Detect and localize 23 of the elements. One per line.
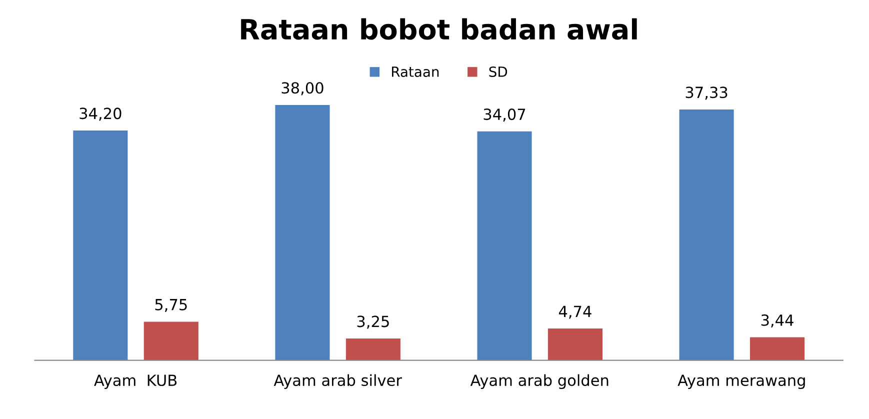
x-tick-label: Ayam merawang: [678, 374, 805, 390]
bar: [73, 130, 128, 360]
chart-title: Rataan bobot badan awal: [241, 18, 637, 40]
data-label: 5,75: [155, 299, 187, 312]
x-tick-label: Ayam arab silver: [274, 374, 402, 390]
bar: [679, 109, 734, 360]
bar: [144, 322, 198, 360]
data-label: 3,25: [357, 316, 389, 329]
bar: [346, 338, 400, 360]
data-label: 4,74: [558, 306, 592, 319]
data-label: 37,33: [686, 86, 728, 100]
x-tick-label: Ayam arab golden: [470, 374, 608, 390]
data-label: 34,20: [80, 108, 122, 121]
bar: [477, 131, 532, 360]
legend-label: SD: [489, 66, 508, 77]
bar: [750, 337, 805, 360]
bar: [275, 104, 330, 360]
data-label: 38,00: [282, 82, 324, 96]
bar: [548, 328, 602, 360]
data-label: 3,44: [761, 314, 794, 328]
data-label: 34,07: [484, 108, 526, 122]
legend-label: Rataan: [392, 66, 439, 77]
x-tick-label: Ayam KUB: [94, 374, 177, 390]
